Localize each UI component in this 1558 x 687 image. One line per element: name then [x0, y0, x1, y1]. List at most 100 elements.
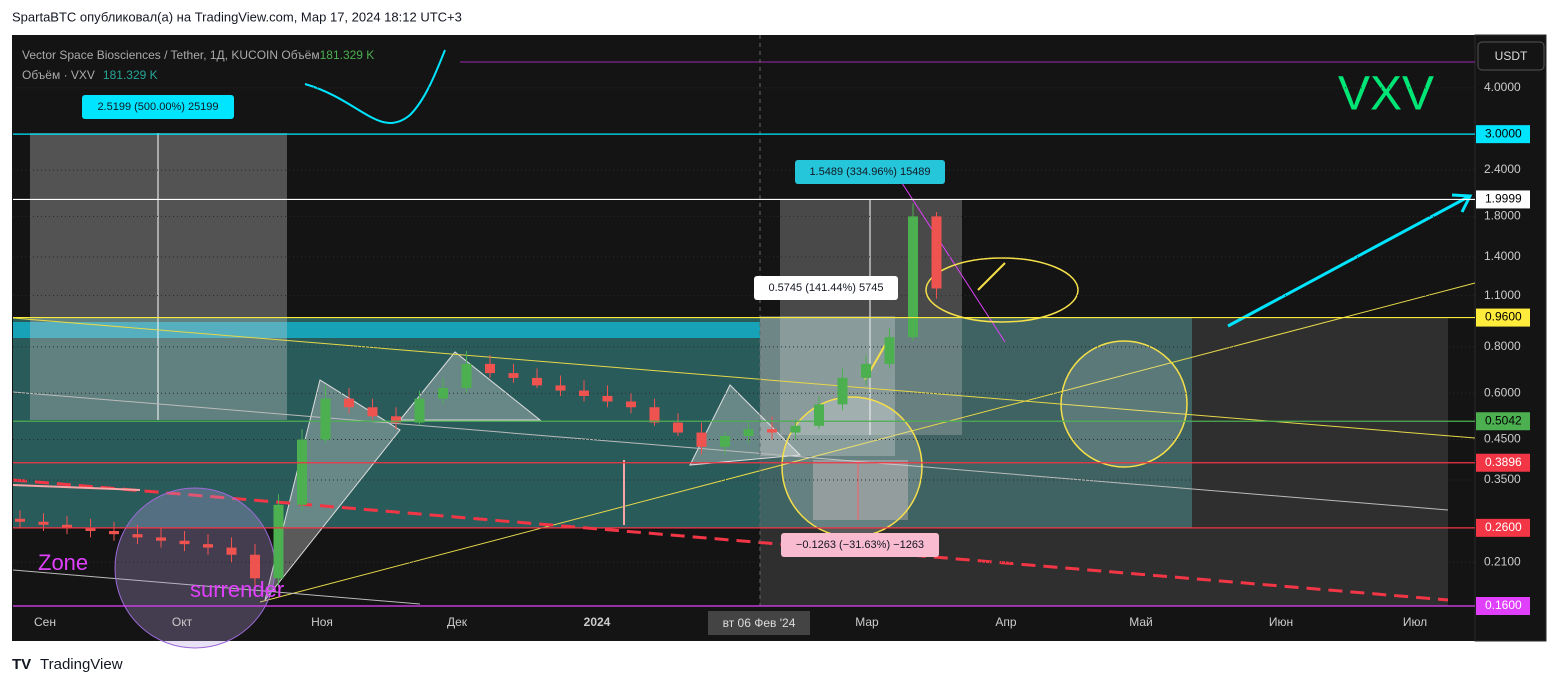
x-tick-label: 2024	[584, 615, 611, 629]
pattern	[689, 384, 802, 466]
y-tick-label: 0.6000	[1484, 385, 1521, 399]
candle-body	[931, 216, 942, 289]
circle	[1060, 340, 1188, 468]
annotation-box	[82, 95, 234, 119]
candle-body	[156, 537, 166, 541]
price-level-label: 0.2600	[1485, 520, 1522, 534]
candle-body	[673, 422, 683, 433]
y-tick-label: 1.1000	[1484, 288, 1521, 302]
candle-body	[814, 404, 824, 426]
x-tick-label: Апр	[995, 615, 1017, 629]
price-level-box	[1476, 308, 1530, 327]
price-level-label: 0.1600	[1485, 598, 1522, 612]
candle-body	[109, 530, 119, 535]
x-tick-label: Мар	[855, 615, 879, 629]
y-tick-label: 4.0000	[1484, 80, 1521, 94]
candle-body	[85, 527, 96, 531]
candle-body	[696, 432, 707, 447]
candle-body	[320, 398, 331, 440]
pattern	[264, 379, 401, 601]
candle-body	[367, 407, 378, 417]
candle-body	[461, 363, 472, 388]
candle-body	[743, 429, 754, 437]
arrow-head	[1451, 193, 1473, 213]
price-level-label: 1.9999	[1485, 192, 1522, 206]
candle-body	[132, 534, 143, 538]
price-level-box	[1476, 190, 1530, 209]
arrow	[12, 484, 141, 491]
candle-body	[226, 547, 237, 555]
candle-body	[649, 407, 660, 423]
x-tick-label: Окт	[172, 615, 193, 629]
candle-body	[179, 540, 190, 545]
circle	[781, 396, 923, 538]
candle-body	[344, 398, 354, 408]
header: SpartaBTC опубликовал(а) на TradingView.…	[12, 9, 462, 24]
annotation-box	[754, 276, 898, 300]
price-level-box	[1476, 597, 1530, 615]
trendline	[12, 391, 1449, 511]
zone-box	[13, 318, 1192, 528]
candle-body	[391, 416, 401, 423]
annotation-label: Zone	[38, 550, 88, 575]
measure-box	[813, 460, 908, 520]
candle-body	[15, 518, 25, 522]
y-tick-label: 0.2100	[1484, 554, 1521, 568]
y-tick-label: 2.4000	[1484, 162, 1521, 176]
candle-body	[273, 504, 284, 579]
candle-body	[837, 377, 848, 405]
x-tick-label: Дек	[447, 615, 468, 629]
price-level-label: 0.5042	[1485, 413, 1522, 427]
candle-body	[790, 425, 801, 433]
legend-title: Vector Space Biosciences / Tether, 1Д, K…	[22, 48, 374, 62]
annotation-box	[781, 533, 939, 557]
annotation-label: 0.5745 (141.44%) 5745	[769, 282, 884, 294]
drawings	[12, 35, 1476, 649]
candle-body	[414, 398, 425, 423]
trendline	[899, 179, 1006, 343]
ellipse	[925, 257, 1079, 323]
y-tick-label: 0.8000	[1484, 339, 1521, 353]
candle-body	[508, 373, 519, 378]
price-level-box	[1476, 125, 1530, 144]
arrow	[977, 262, 1006, 291]
candle-body	[861, 363, 871, 378]
volume-name: Объём · VXV	[22, 68, 95, 82]
y-tick-label: 1.4000	[1484, 249, 1521, 263]
trendline	[12, 569, 421, 605]
x-tick-label: Июл	[1403, 615, 1427, 629]
price-level-label: 0.3896	[1485, 455, 1522, 469]
candle-body	[579, 390, 589, 396]
candle-body	[250, 554, 260, 579]
currency: USDT	[1495, 49, 1528, 63]
y-tick-label: 0.3500	[1484, 472, 1521, 486]
symbol-label: VXV	[1338, 68, 1434, 121]
trendline	[259, 282, 1476, 603]
logo-icon: TV	[12, 656, 31, 673]
candle-body	[555, 385, 566, 391]
trendline	[12, 478, 1449, 602]
measure-box	[760, 316, 895, 456]
price-level-box	[1476, 453, 1530, 472]
price-level-label: 0.9600	[1485, 310, 1522, 324]
legend-name: Vector Space Biosciences / Tether, 1Д, K…	[22, 48, 320, 62]
candle-body	[602, 395, 613, 402]
band	[13, 322, 760, 338]
arrow	[1227, 195, 1469, 328]
candle-body	[720, 436, 730, 447]
currency-box	[1477, 41, 1545, 71]
price-level-box	[1476, 412, 1530, 431]
candle-body	[203, 544, 213, 548]
crosshair-box	[708, 611, 810, 635]
candle-body	[62, 524, 72, 528]
candle-body	[297, 439, 307, 505]
price-level-box	[1476, 518, 1530, 537]
annotation-label: 2.5199 (500.00%) 25199	[97, 101, 218, 113]
candle-body	[532, 377, 542, 386]
annotation-label: 1.5489 (334.96%) 15489	[809, 166, 930, 178]
footer-logo: TradingView	[40, 656, 123, 673]
x-tick-label: Май	[1129, 615, 1153, 629]
x-tick-label: Ноя	[311, 615, 333, 629]
zone-box	[760, 318, 1448, 606]
